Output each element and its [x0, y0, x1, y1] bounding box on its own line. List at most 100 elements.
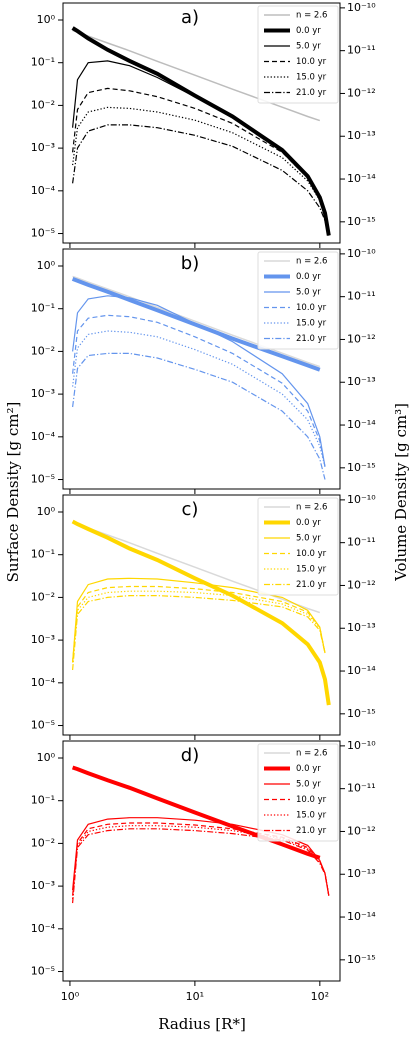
y2-tick-label: 10⁻¹⁰	[347, 739, 376, 752]
y2-tick-label: 10⁻¹⁴	[347, 418, 376, 431]
legend-label: 5.0 yr	[296, 780, 321, 790]
legend-label: n = 2.6	[296, 11, 327, 21]
legend-label: n = 2.6	[296, 749, 327, 759]
y2-tick-label: 10⁻¹³	[347, 375, 376, 388]
legend-label: 21.0 yr	[296, 88, 327, 98]
series-line	[72, 828, 330, 904]
series-line	[71, 765, 321, 860]
series-line	[72, 585, 326, 663]
legend-label: 21.0 yr	[296, 826, 327, 836]
legend-label: 5.0 yr	[296, 534, 321, 544]
plot-frame	[62, 248, 341, 490]
series-line	[72, 87, 330, 236]
y-tick-label: 10⁻⁵	[31, 719, 55, 732]
legend-label: 15.0 yr	[296, 73, 327, 83]
y-tick-label: 10⁻⁵	[31, 473, 55, 486]
legend-label: n = 2.6	[296, 503, 327, 513]
legend-label: 10.0 yr	[296, 303, 327, 313]
plot-frame	[62, 494, 341, 736]
legend-label: 10.0 yr	[296, 549, 327, 559]
legend-label: 0.0 yr	[296, 272, 321, 282]
y-tick-label: 10⁻⁴	[31, 676, 56, 689]
y2-axis-label: Volume Density [g cm³]	[392, 403, 410, 582]
y2-tick-label: 10⁻¹¹	[347, 536, 376, 549]
y-tick-label: 10⁰	[37, 259, 56, 272]
y-tick-label: 10⁻⁵	[31, 227, 55, 240]
lines	[71, 26, 331, 236]
y-axis-label: Surface Density [g cm²]	[4, 402, 22, 583]
x-tick-label: 10⁰	[61, 990, 80, 1003]
y-tick-label: 10⁻²	[31, 344, 55, 357]
y-tick-label: 10⁻¹	[31, 56, 55, 69]
panel: 10⁰ 10⁻¹ 10⁻² 10⁻³ 10⁻⁴ 10⁻⁵ 10⁻¹⁰ 10⁻¹¹ 10⁻¹² 10…	[31, 1, 376, 248]
y-tick-label: 10⁻³	[31, 633, 55, 646]
y-tick-label: 10⁻⁴	[31, 922, 56, 935]
series-line	[71, 519, 331, 706]
legend-label: 15.0 yr	[296, 565, 327, 575]
y-tick-label: 10⁻¹	[31, 302, 55, 315]
panel: 10⁰ 10⁻¹ 10⁻² 10⁻³ 10⁻⁴ 10⁻⁵ 10⁻¹⁰ 10⁻¹¹ 10⁻¹² 10…	[31, 493, 376, 740]
series-line	[72, 106, 330, 236]
legend-label: 10.0 yr	[296, 795, 327, 805]
panel-label: b)	[181, 253, 199, 274]
series-line	[72, 330, 326, 467]
legend-label: 15.0 yr	[296, 319, 327, 329]
y-tick-label: 10⁰	[37, 13, 56, 26]
y-tick-label: 10⁻⁵	[31, 965, 55, 978]
y2-tick-label: 10⁻¹⁰	[347, 1, 376, 14]
y2-tick-label: 10⁻¹⁴	[347, 172, 376, 185]
lines	[71, 275, 326, 480]
y-tick-label: 10⁻³	[31, 387, 55, 400]
series-line	[72, 352, 326, 480]
y-tick-label: 10⁰	[37, 751, 56, 764]
series-line	[72, 595, 326, 671]
y2-tick-label: 10⁻¹¹	[347, 782, 376, 795]
series-line	[72, 577, 326, 663]
y2-tick-label: 10⁻¹⁵	[347, 707, 376, 720]
y2-tick-label: 10⁻¹⁰	[347, 247, 376, 260]
legend-label: 5.0 yr	[296, 42, 321, 52]
series-line	[72, 314, 326, 467]
y2-tick-label: 10⁻¹²	[347, 86, 376, 99]
y-tick-label: 10⁻³	[31, 141, 55, 154]
series-line	[72, 275, 321, 368]
legend-label: 15.0 yr	[296, 811, 327, 821]
legend-label: 10.0 yr	[296, 57, 327, 67]
x-tick-label: 10²	[311, 990, 329, 1003]
y-tick-label: 10⁻²	[31, 98, 55, 111]
series-line	[72, 295, 326, 467]
legend-label: 0.0 yr	[296, 764, 321, 774]
y2-tick-label: 10⁻¹⁴	[347, 664, 376, 677]
legend-label: 21.0 yr	[296, 334, 327, 344]
x-tick-label: 10¹	[186, 990, 204, 1003]
series-line	[72, 817, 330, 896]
plot-frame	[62, 2, 341, 244]
y-tick-label: 10⁻³	[31, 879, 55, 892]
y2-tick-label: 10⁻¹³	[347, 867, 376, 880]
y2-tick-label: 10⁻¹¹	[347, 290, 376, 303]
legend-label: 0.0 yr	[296, 26, 321, 36]
y2-tick-label: 10⁻¹⁰	[347, 493, 376, 506]
series-line	[72, 822, 330, 896]
y-tick-label: 10⁻²	[31, 836, 55, 849]
lines	[71, 519, 331, 706]
panel-label: c)	[182, 499, 199, 520]
panel-label: d)	[181, 745, 199, 766]
y2-tick-label: 10⁻¹¹	[347, 44, 376, 57]
x-axis-label: Radius [R*]	[158, 1015, 246, 1033]
legend-label: n = 2.6	[296, 257, 327, 267]
y-tick-label: 10⁰	[37, 505, 56, 518]
series-line	[71, 277, 321, 372]
y2-tick-label: 10⁻¹⁵	[347, 215, 376, 228]
series-line	[72, 825, 330, 900]
series-line	[72, 590, 326, 663]
y-tick-label: 10⁻⁴	[31, 430, 56, 443]
y2-tick-label: 10⁻¹²	[347, 824, 376, 837]
y-tick-label: 10⁻⁴	[31, 184, 56, 197]
legend-label: 0.0 yr	[296, 518, 321, 528]
panel: 10⁰ 10⁻¹ 10⁻² 10⁻³ 10⁻⁴ 10⁻⁵ 10⁻¹⁰ 10⁻¹¹ 10⁻¹² 10…	[31, 247, 376, 494]
y-tick-label: 10⁻¹	[31, 548, 55, 561]
legend-label: 21.0 yr	[296, 580, 327, 590]
legend-label: 5.0 yr	[296, 288, 321, 298]
